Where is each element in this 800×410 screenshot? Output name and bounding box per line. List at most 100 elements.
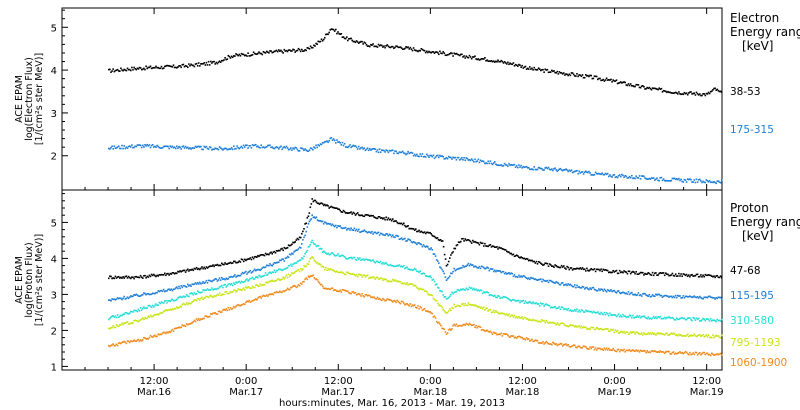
x-tick-date: Mar.19 [598, 387, 632, 398]
data-point [514, 300, 517, 302]
data-point [225, 263, 227, 265]
data-point [600, 173, 602, 176]
data-point [418, 242, 420, 244]
data-point [364, 258, 367, 261]
data-point [536, 168, 539, 171]
data-point [449, 53, 451, 55]
data-point [379, 44, 382, 46]
data-point [598, 288, 600, 290]
data-point [387, 217, 390, 219]
data-point [367, 45, 370, 47]
data-point [392, 234, 394, 236]
data-point [489, 294, 492, 296]
data-point [189, 147, 191, 149]
data-point [199, 291, 201, 294]
data-point [188, 285, 190, 287]
data-point [555, 343, 557, 345]
data-point [541, 280, 543, 283]
data-point [462, 56, 464, 58]
data-point [127, 340, 130, 343]
data-point [260, 268, 262, 271]
data-point [167, 272, 169, 275]
data-point [418, 49, 420, 52]
data-point [531, 67, 533, 70]
data-point [270, 280, 272, 282]
data-point [279, 259, 281, 262]
data-point [315, 278, 318, 280]
data-point [661, 333, 664, 335]
data-point [140, 146, 143, 149]
data-point [533, 302, 535, 305]
data-point [576, 284, 578, 287]
data-point [381, 44, 383, 47]
data-point [440, 324, 442, 327]
data-point [711, 275, 713, 277]
legend-item: 310-580 [730, 315, 774, 327]
data-point [225, 290, 227, 293]
data-point [313, 277, 316, 279]
data-point [407, 225, 409, 227]
data-point [708, 320, 711, 322]
data-point [571, 72, 574, 74]
data-point [564, 324, 566, 327]
data-point [483, 245, 485, 247]
data-point [552, 70, 554, 73]
data-point [658, 333, 660, 335]
data-point [430, 294, 432, 296]
data-point [605, 347, 608, 349]
data-point [312, 274, 315, 277]
data-point [587, 348, 589, 350]
data-point [335, 255, 337, 257]
data-point [267, 282, 269, 284]
data-point [219, 285, 222, 288]
data-point [657, 315, 659, 318]
data-point [333, 289, 336, 291]
data-point [585, 309, 587, 312]
data-point [439, 304, 441, 307]
data-point [500, 164, 503, 166]
data-point [569, 324, 572, 326]
data-point [579, 267, 582, 269]
data-point [283, 268, 286, 270]
data-point [706, 93, 709, 95]
data-point [169, 272, 171, 275]
data-point [530, 168, 532, 171]
data-point [374, 231, 377, 234]
data-point [701, 319, 703, 321]
data-point [558, 343, 561, 346]
data-point [388, 218, 391, 221]
data-point [533, 319, 535, 322]
data-point [162, 288, 165, 291]
data-point [383, 278, 385, 280]
data-point [640, 332, 643, 334]
data-point [413, 241, 416, 244]
data-point [258, 51, 260, 53]
data-point [392, 45, 394, 48]
data-point [417, 230, 419, 233]
data-point [518, 315, 520, 318]
data-point [338, 32, 340, 35]
data-point [335, 142, 337, 144]
data-point [270, 251, 272, 254]
data-point [109, 68, 111, 71]
data-point [372, 43, 374, 45]
data-point [235, 147, 237, 150]
data-point [705, 318, 708, 320]
data-point [627, 316, 630, 318]
data-point [282, 290, 284, 292]
data-point [299, 259, 302, 261]
data-point [146, 293, 148, 295]
data-point [657, 88, 659, 91]
data-point [304, 223, 306, 225]
data-point [637, 292, 640, 294]
data-point [438, 304, 440, 306]
data-point [574, 284, 576, 286]
data-point [196, 281, 199, 284]
data-point [490, 60, 493, 62]
data-point [271, 264, 273, 267]
data-point [499, 312, 501, 315]
data-point [399, 265, 402, 268]
data-point [108, 318, 110, 321]
data-point [623, 315, 625, 317]
series-38-53 [108, 28, 723, 97]
